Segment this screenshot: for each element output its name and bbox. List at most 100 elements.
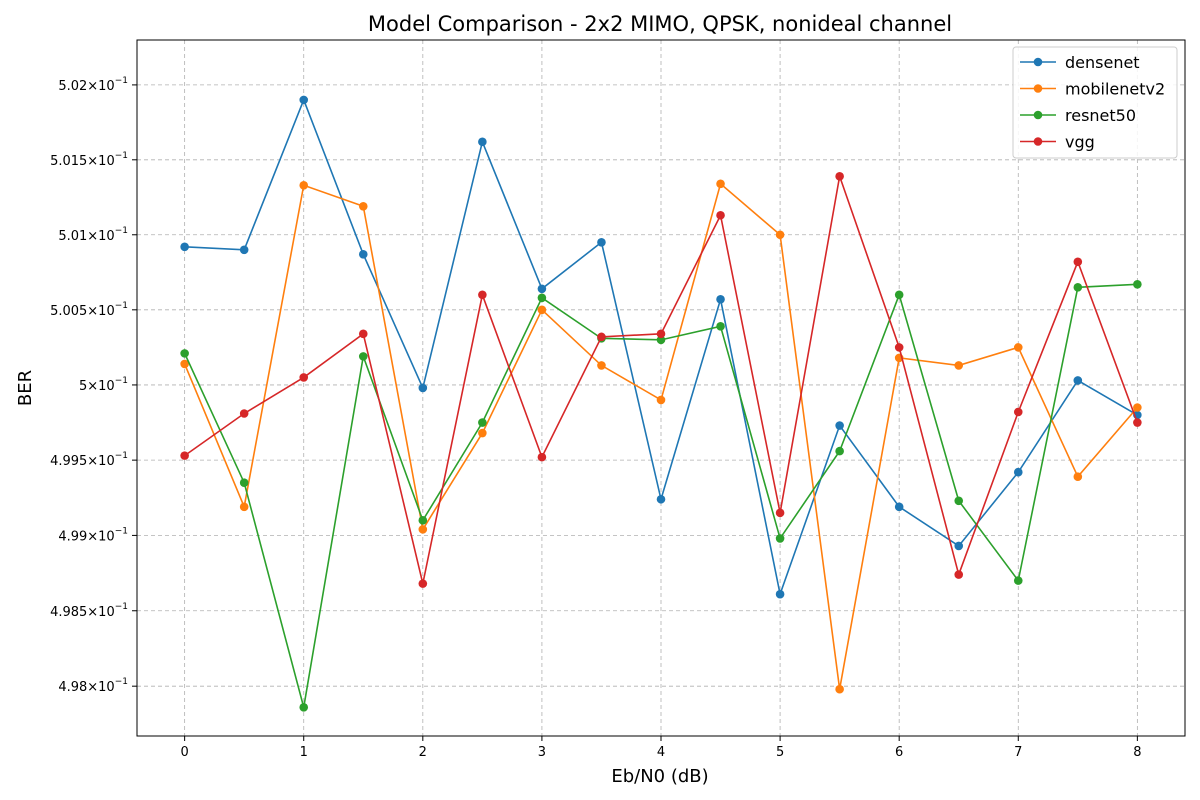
data-point-densenet (835, 421, 844, 430)
data-point-vgg (1013, 407, 1023, 417)
x-tick-label: 7 (1014, 745, 1022, 760)
data-point-vgg (716, 210, 725, 220)
data-point-vgg (775, 508, 785, 518)
data-point-mobilenetv2 (775, 230, 785, 240)
data-point-resnet50 (418, 516, 428, 525)
data-point-mobilenetv2 (716, 179, 725, 189)
data-point-mobilenetv2 (239, 502, 249, 512)
data-point-vgg (1133, 418, 1142, 427)
y-tick-label: 5.01×10−1 (58, 226, 128, 244)
data-point-vgg (478, 290, 487, 300)
data-point-densenet (1073, 376, 1083, 385)
x-tick-label: 4 (657, 745, 665, 760)
data-point-resnet50 (180, 349, 189, 358)
series-layer (180, 95, 1142, 712)
data-point-densenet (775, 589, 785, 599)
legend-marker (1033, 110, 1043, 120)
data-point-vgg (239, 409, 249, 418)
data-point-mobilenetv2 (1013, 343, 1023, 352)
data-point-mobilenetv2 (835, 684, 844, 694)
y-tick-label: 5.02×10−1 (58, 76, 128, 94)
data-point-densenet (894, 502, 904, 512)
data-point-resnet50 (537, 293, 547, 303)
data-point-vgg (180, 451, 189, 460)
data-point-mobilenetv2 (180, 359, 189, 369)
data-point-mobilenetv2 (358, 201, 368, 211)
data-point-resnet50 (716, 322, 725, 331)
y-axis: 4.98×10−1 4.985×10−1 4.99×10−1 4.995×10−1 5×… (50, 76, 137, 695)
data-point-mobilenetv2 (537, 305, 547, 315)
data-point-mobilenetv2 (597, 361, 606, 370)
data-point-vgg (537, 452, 547, 462)
data-point-vgg (299, 373, 309, 382)
legend-item-mobilenetv2: mobilenetv2 (1020, 80, 1165, 99)
chart-title: Model Comparison - 2x2 MIMO, QPSK, nonid… (368, 12, 952, 36)
data-point-resnet50 (894, 290, 904, 300)
y-tick-label: 4.995×10−1 (50, 451, 128, 469)
legend-item-vgg: vgg (1020, 133, 1095, 152)
series-mobilenetv2 (180, 179, 1142, 694)
data-point-vgg (656, 329, 666, 339)
data-point-vgg (597, 332, 606, 342)
data-point-vgg (418, 579, 428, 588)
data-point-resnet50 (775, 534, 785, 543)
data-point-resnet50 (835, 446, 844, 456)
x-axis-label: Eb/N0 (dB) (611, 766, 708, 787)
y-tick-label: 5×10−1 (79, 376, 128, 394)
data-point-resnet50 (358, 352, 368, 361)
data-point-resnet50 (954, 496, 964, 506)
x-tick-label: 2 (419, 745, 427, 760)
data-point-resnet50 (239, 478, 249, 488)
data-point-vgg (358, 329, 368, 339)
data-point-densenet (537, 284, 547, 294)
legend: densenet mobilenetv2 resnet50 vgg (1012, 46, 1178, 159)
data-point-mobilenetv2 (418, 525, 428, 534)
data-point-resnet50 (1013, 576, 1023, 585)
data-point-mobilenetv2 (299, 180, 309, 190)
y-tick-label: 5.015×10−1 (50, 151, 128, 169)
data-point-resnet50 (1133, 279, 1142, 289)
data-point-densenet (299, 95, 309, 105)
x-tick-label: 0 (180, 745, 188, 760)
data-point-resnet50 (1073, 282, 1083, 292)
data-point-mobilenetv2 (1073, 472, 1083, 481)
data-point-densenet (239, 245, 249, 255)
x-tick-label: 6 (895, 745, 903, 760)
x-tick-label: 8 (1133, 745, 1141, 760)
data-point-vgg (1073, 257, 1083, 267)
legend-marker (1033, 57, 1043, 67)
legend-item-resnet50: resnet50 (1020, 106, 1136, 125)
x-tick-label: 3 (538, 745, 546, 760)
data-point-densenet (358, 249, 368, 259)
data-point-densenet (418, 383, 428, 393)
data-point-vgg (835, 171, 844, 181)
data-point-mobilenetv2 (1133, 403, 1142, 412)
x-tick-label: 1 (300, 745, 308, 760)
series-vgg (180, 171, 1142, 588)
data-point-densenet (656, 494, 666, 504)
legend-marker (1033, 137, 1043, 146)
legend-item-densenet: densenet (1020, 53, 1140, 72)
y-tick-label: 4.99×10−1 (58, 526, 128, 544)
x-axis: 0 1 2 3 4 5 6 7 8 (180, 736, 1142, 760)
legend-label: mobilenetv2 (1065, 80, 1165, 99)
data-point-densenet (1013, 467, 1023, 477)
data-point-mobilenetv2 (478, 428, 487, 438)
data-point-mobilenetv2 (954, 361, 964, 370)
legend-label: densenet (1065, 53, 1140, 72)
data-point-resnet50 (478, 418, 487, 427)
legend-marker (1033, 84, 1043, 93)
data-point-resnet50 (656, 335, 666, 345)
data-point-vgg (894, 343, 904, 352)
y-axis-label: BER (15, 370, 36, 406)
data-point-densenet (180, 242, 189, 252)
data-point-densenet (597, 237, 606, 247)
data-point-densenet (716, 295, 725, 304)
y-tick-label: 4.98×10−1 (58, 677, 128, 695)
x-tick-label: 5 (776, 745, 784, 760)
data-point-resnet50 (299, 703, 309, 712)
data-point-densenet (954, 541, 964, 551)
data-point-densenet (478, 137, 487, 147)
legend-label: resnet50 (1065, 106, 1136, 125)
